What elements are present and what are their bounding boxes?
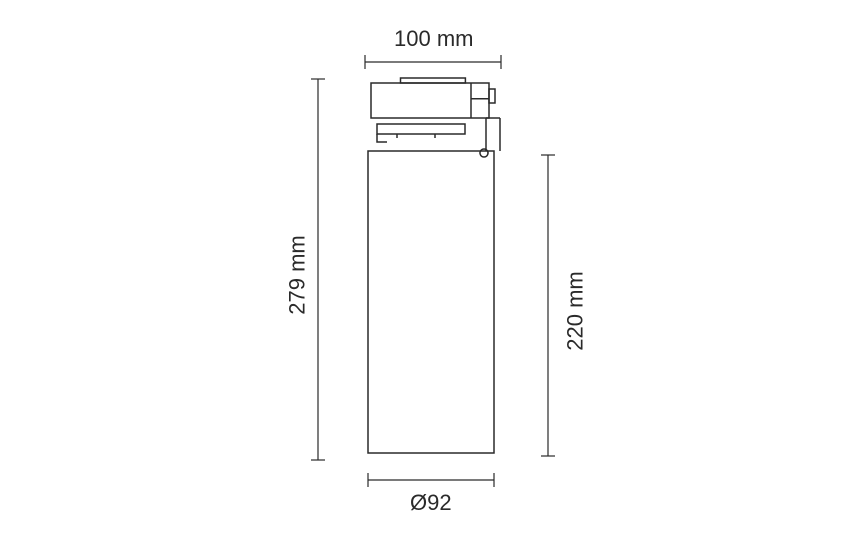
drawing-svg — [0, 0, 856, 540]
dimension-label-left-height: 279 mm — [285, 235, 311, 314]
technical-drawing-stage: 100 mm 279 mm 220 mm Ø92 — [0, 0, 856, 540]
dimension-label-right-height: 220 mm — [563, 271, 589, 350]
dimension-label-top-width: 100 mm — [394, 26, 473, 52]
dimension-label-bottom-diameter: Ø92 — [410, 490, 452, 516]
